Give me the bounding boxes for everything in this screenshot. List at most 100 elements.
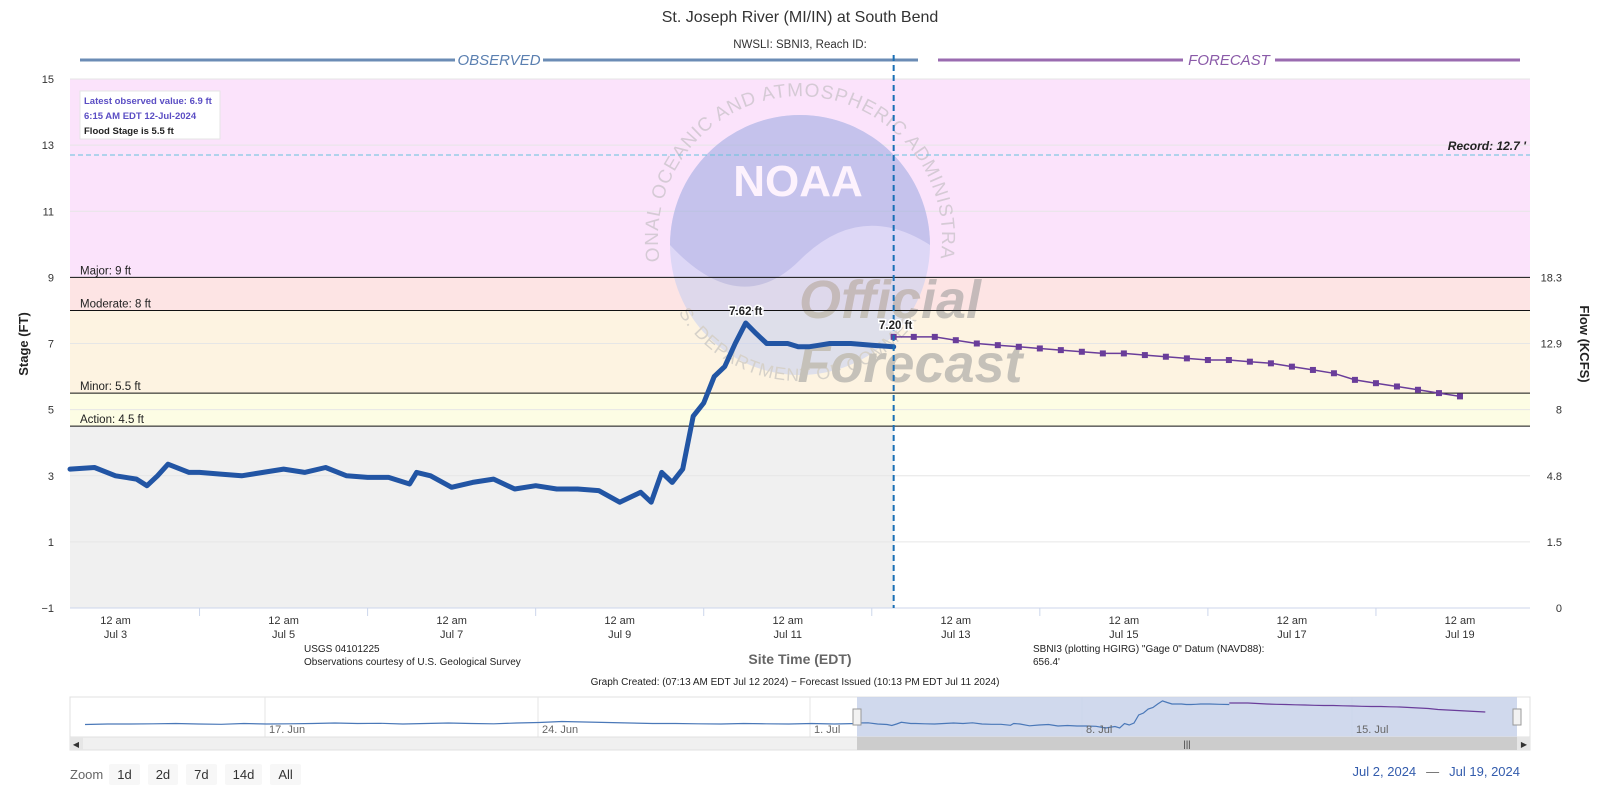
range-from-input[interactable]: Jul 2, 2024 [1352, 764, 1417, 779]
navigator-label: 24. Jun [542, 724, 578, 736]
x-tick-date: Jul 17 [1277, 629, 1306, 641]
navigator-right-handle[interactable] [1512, 708, 1522, 726]
chart-title: St. Joseph River (MI/IN) at South Bend [662, 9, 939, 26]
zoom-label: Zoom [70, 766, 104, 782]
y-tick-label: −1 [41, 603, 54, 615]
datum-line-1: SBNI3 (plotting HGIRG) "Gage 0" Datum (N… [1033, 644, 1264, 655]
y-tick-label: 13 [42, 140, 54, 152]
y2-tick-label: 12.9 [1541, 339, 1562, 351]
range-separator: — [1426, 764, 1440, 779]
forecast-point [1309, 366, 1316, 373]
x-tick-date: Jul 13 [941, 629, 970, 641]
y2-tick-label: 1.5 [1547, 537, 1562, 549]
zoom-toolbar: Zoom 1d 2d 7d 14d All [70, 762, 309, 786]
forecast-point [1246, 358, 1253, 365]
navigator-label: 1. Jul [814, 724, 840, 736]
y-axis-label: Stage (FT) [16, 312, 31, 376]
forecast-point [1330, 370, 1337, 377]
flood-bands [70, 79, 1530, 427]
forecast-point [931, 333, 938, 340]
x-tick-label: 12 am [1109, 615, 1140, 627]
forecast-point [1393, 383, 1400, 390]
y-axis: 15 13 11 9 7 5 3 1 −1 [41, 74, 54, 615]
navigator-series-line [84, 700, 1230, 729]
date-range-display: Jul 2, 2024 — Jul 19, 2024 [1353, 764, 1520, 779]
y2-axis: 18.3 12.9 8 4.8 1.5 0 [1541, 272, 1562, 615]
level-label-major: Major: 9 ft [80, 265, 132, 277]
forecast-point [1456, 393, 1463, 400]
forecast-point [1036, 345, 1043, 352]
forecast-point [1414, 386, 1421, 393]
flood-stage-text: Flood Stage is 5.5 ft [84, 126, 175, 137]
x-axis: 12 am Jul 3 12 am Jul 5 12 am Jul 7 12 am Jul 9… [100, 608, 1475, 641]
forecast-point [994, 342, 1001, 349]
navigator-label: 15. Jul [1356, 724, 1388, 736]
navigator-label: 17. Jun [269, 724, 305, 736]
x-tick-label: 12 am [604, 615, 635, 627]
usgs-credit: Observations courtesy of U.S. Geological… [304, 657, 521, 668]
zoom-7d-button[interactable]: 7d [186, 763, 217, 785]
forecast-point [1120, 350, 1127, 357]
forecast-point [1267, 360, 1274, 367]
forecast-start-label: 7.20 ft [879, 320, 912, 332]
level-label-action: Action: 4.5 ft [80, 414, 145, 426]
zoom-2d-button[interactable]: 2d [147, 763, 179, 785]
navigator[interactable]: 17. Jun 24. Jun 1. Jul 8. Jul 15. Jul ||| ◀ … [69, 696, 1531, 751]
scroll-left-button[interactable] [70, 737, 83, 750]
forecast-point [1141, 352, 1148, 359]
noaa-logo-text: NOAA [733, 157, 863, 206]
scroll-left-icon: ◀ [73, 740, 80, 749]
x-tick-date: Jul 5 [272, 629, 295, 641]
y2-tick-label: 4.8 [1547, 471, 1562, 483]
forecast-point [1204, 357, 1211, 364]
chart-subtitle: NWSLI: SBNI3, Reach ID: [733, 39, 867, 51]
x-tick-date: Jul 3 [104, 629, 127, 641]
forecast-point [1162, 353, 1169, 360]
x-tick-label: 12 am [941, 615, 972, 627]
forecast-point [973, 340, 980, 347]
forecast-point [1288, 363, 1295, 370]
latest-value-box: Latest observed value: 6.9 ft 6:15 AM ED… [79, 90, 221, 140]
flood-levels: Major: 9 ft Moderate: 8 ft Minor: 5.5 ft Ac… [70, 265, 1530, 427]
forecast-points [890, 333, 1463, 400]
navigator-forecast-line [1229, 702, 1486, 713]
x-tick-date: Jul 11 [773, 629, 802, 641]
navigator-left-handle[interactable] [852, 708, 862, 726]
zoom-1d-button[interactable]: 1d [109, 763, 140, 785]
x-tick-date: Jul 19 [1445, 629, 1474, 641]
x-tick-label: 12 am [1445, 615, 1476, 627]
scroll-right-button[interactable] [1517, 737, 1530, 750]
navigator-selected-range[interactable] [857, 697, 1517, 737]
observed-background [70, 426, 894, 608]
scroll-grip-icon: ||| [1183, 739, 1190, 749]
x-tick-date: Jul 7 [440, 629, 463, 641]
y-tick-label: 1 [48, 537, 54, 549]
graph-created-text: Graph Created: (07:13 AM EDT Jul 12 2024… [591, 677, 1000, 688]
y-tick-label: 15 [42, 74, 54, 86]
latest-time-text: 6:15 AM EDT 12-Jul-2024 [84, 111, 197, 122]
zoom-14d-button[interactable]: 14d [224, 763, 263, 785]
y-tick-label: 5 [48, 405, 54, 417]
range-to-input[interactable]: Jul 19, 2024 [1449, 764, 1520, 779]
forecast-point [1078, 348, 1085, 355]
forecast-point [1435, 390, 1442, 397]
y-tick-label: 3 [48, 471, 54, 483]
forecast-point [1015, 343, 1022, 350]
peak-label: 7.62 ft [729, 306, 762, 318]
x-tick-label: 12 am [436, 615, 467, 627]
level-label-minor: Minor: 5.5 ft [80, 381, 142, 393]
x-tick-date: Jul 15 [1109, 629, 1138, 641]
forecast-point [952, 337, 959, 344]
record-label: Record: 12.7 ' [1448, 139, 1527, 153]
forecast-point [1351, 376, 1358, 383]
level-label-moderate: Moderate: 8 ft [80, 298, 152, 310]
navigator-scrollbar-thumb[interactable] [857, 737, 1517, 750]
zoom-all-button[interactable]: All [270, 763, 301, 785]
x-tick-label: 12 am [1277, 615, 1308, 627]
x-tick-date: Jul 9 [608, 629, 631, 641]
forecast-point [1099, 350, 1106, 357]
latest-value-text: Latest observed value: 6.9 ft [84, 96, 213, 107]
usgs-id: USGS 04101225 [304, 644, 380, 655]
forecast-section-label: FORECAST [1188, 52, 1272, 69]
